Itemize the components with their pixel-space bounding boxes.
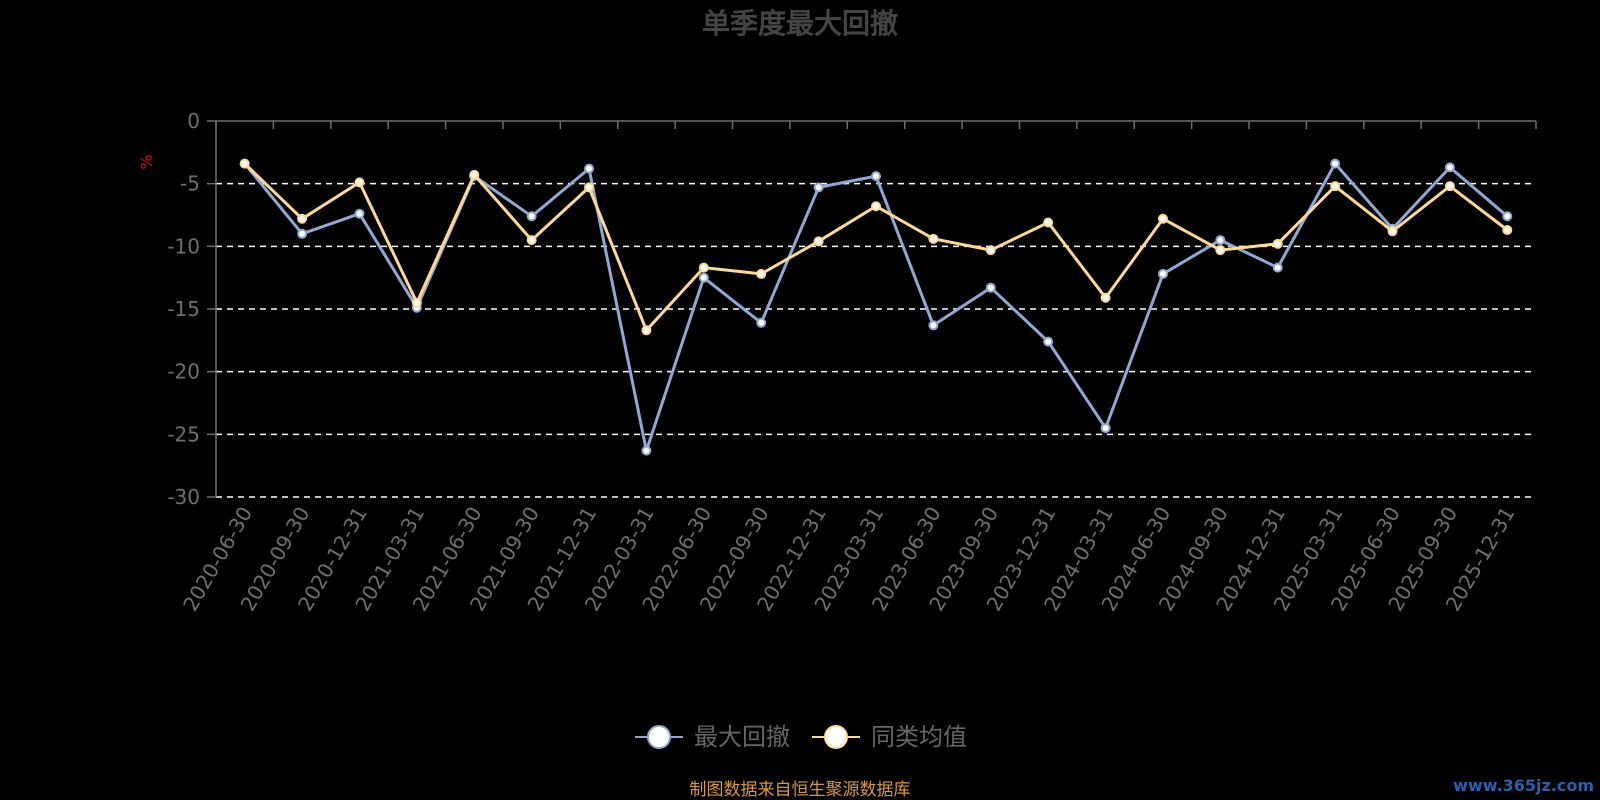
data-point-drawdown	[526, 211, 537, 222]
watermark: www.365jz.com	[1453, 776, 1594, 795]
data-point-peer-average	[1215, 245, 1226, 256]
data-point-drawdown	[584, 163, 595, 174]
data-point-drawdown	[1330, 158, 1341, 169]
legend[interactable]: 最大回撤 同类均值	[635, 723, 967, 751]
x-axis-ticks: 2020-06-302020-09-302020-12-312021-03-31…	[178, 121, 1537, 615]
data-point-drawdown	[813, 182, 824, 193]
y-tick-label: -5	[180, 172, 200, 196]
data-point-peer-average	[1043, 217, 1054, 228]
y-axis-unit: %	[137, 154, 156, 169]
data-point-drawdown	[1043, 336, 1054, 347]
data-point-drawdown	[871, 171, 881, 182]
data-point-peer-average	[813, 236, 824, 247]
data-point-peer-average	[641, 325, 652, 336]
data-point-peer-average	[584, 182, 595, 193]
data-point-peer-average	[928, 233, 939, 244]
y-tick-label: -25	[167, 422, 200, 446]
legend-label-drawdown: 最大回撤	[694, 723, 790, 751]
data-point-peer-average	[871, 201, 881, 212]
legend-label-peer-average: 同类均值	[871, 723, 967, 751]
data-point-peer-average	[1157, 213, 1168, 224]
data-point-peer-average	[1100, 292, 1111, 303]
data-point-peer-average	[526, 235, 537, 246]
legend-item-peer-average[interactable]: 同类均值	[812, 723, 967, 751]
data-point-drawdown	[1215, 235, 1226, 246]
chart-title: 单季度最大回撤	[702, 7, 898, 40]
legend-item-drawdown[interactable]: 最大回撤	[635, 723, 790, 751]
data-point-peer-average	[698, 262, 709, 273]
series-lines	[239, 158, 1513, 456]
data-point-drawdown	[354, 208, 365, 219]
data-source-note: 制图数据来自恒生聚源数据库	[690, 780, 911, 800]
y-tick-label: -20	[167, 360, 200, 384]
data-point-peer-average	[1502, 225, 1513, 236]
data-point-drawdown	[1502, 211, 1513, 222]
data-point-drawdown	[985, 282, 996, 293]
data-point-peer-average	[354, 177, 365, 188]
data-point-peer-average	[1330, 181, 1341, 192]
legend-marker-peer-average	[824, 725, 848, 749]
y-tick-label: -10	[167, 234, 200, 258]
data-point-peer-average	[1387, 226, 1398, 237]
y-tick-label: -30	[167, 485, 200, 509]
data-point-peer-average	[1444, 181, 1455, 192]
data-point-peer-average	[756, 268, 767, 279]
data-point-drawdown	[1444, 162, 1455, 173]
data-point-drawdown	[698, 272, 709, 283]
data-point-peer-average	[297, 213, 308, 224]
data-point-drawdown	[297, 228, 308, 239]
data-point-peer-average	[1272, 238, 1283, 249]
data-point-drawdown	[1157, 268, 1168, 279]
data-point-drawdown	[928, 320, 939, 331]
data-point-drawdown	[756, 317, 767, 328]
data-point-peer-average	[469, 169, 480, 180]
data-point-peer-average	[411, 297, 422, 308]
y-tick-label: 0	[187, 109, 200, 133]
y-axis-ticks: 0 -5 -10 -15 -20 -25 -30	[167, 109, 216, 509]
data-point-drawdown	[1100, 423, 1111, 434]
legend-marker-drawdown	[647, 725, 671, 749]
grid-lines	[216, 182, 1536, 498]
y-tick-label: -15	[167, 297, 200, 321]
data-point-drawdown	[1272, 262, 1283, 273]
series-peer-average	[239, 158, 1513, 336]
data-point-peer-average	[985, 245, 996, 256]
data-point-drawdown	[641, 445, 652, 456]
data-point-peer-average	[239, 158, 250, 169]
